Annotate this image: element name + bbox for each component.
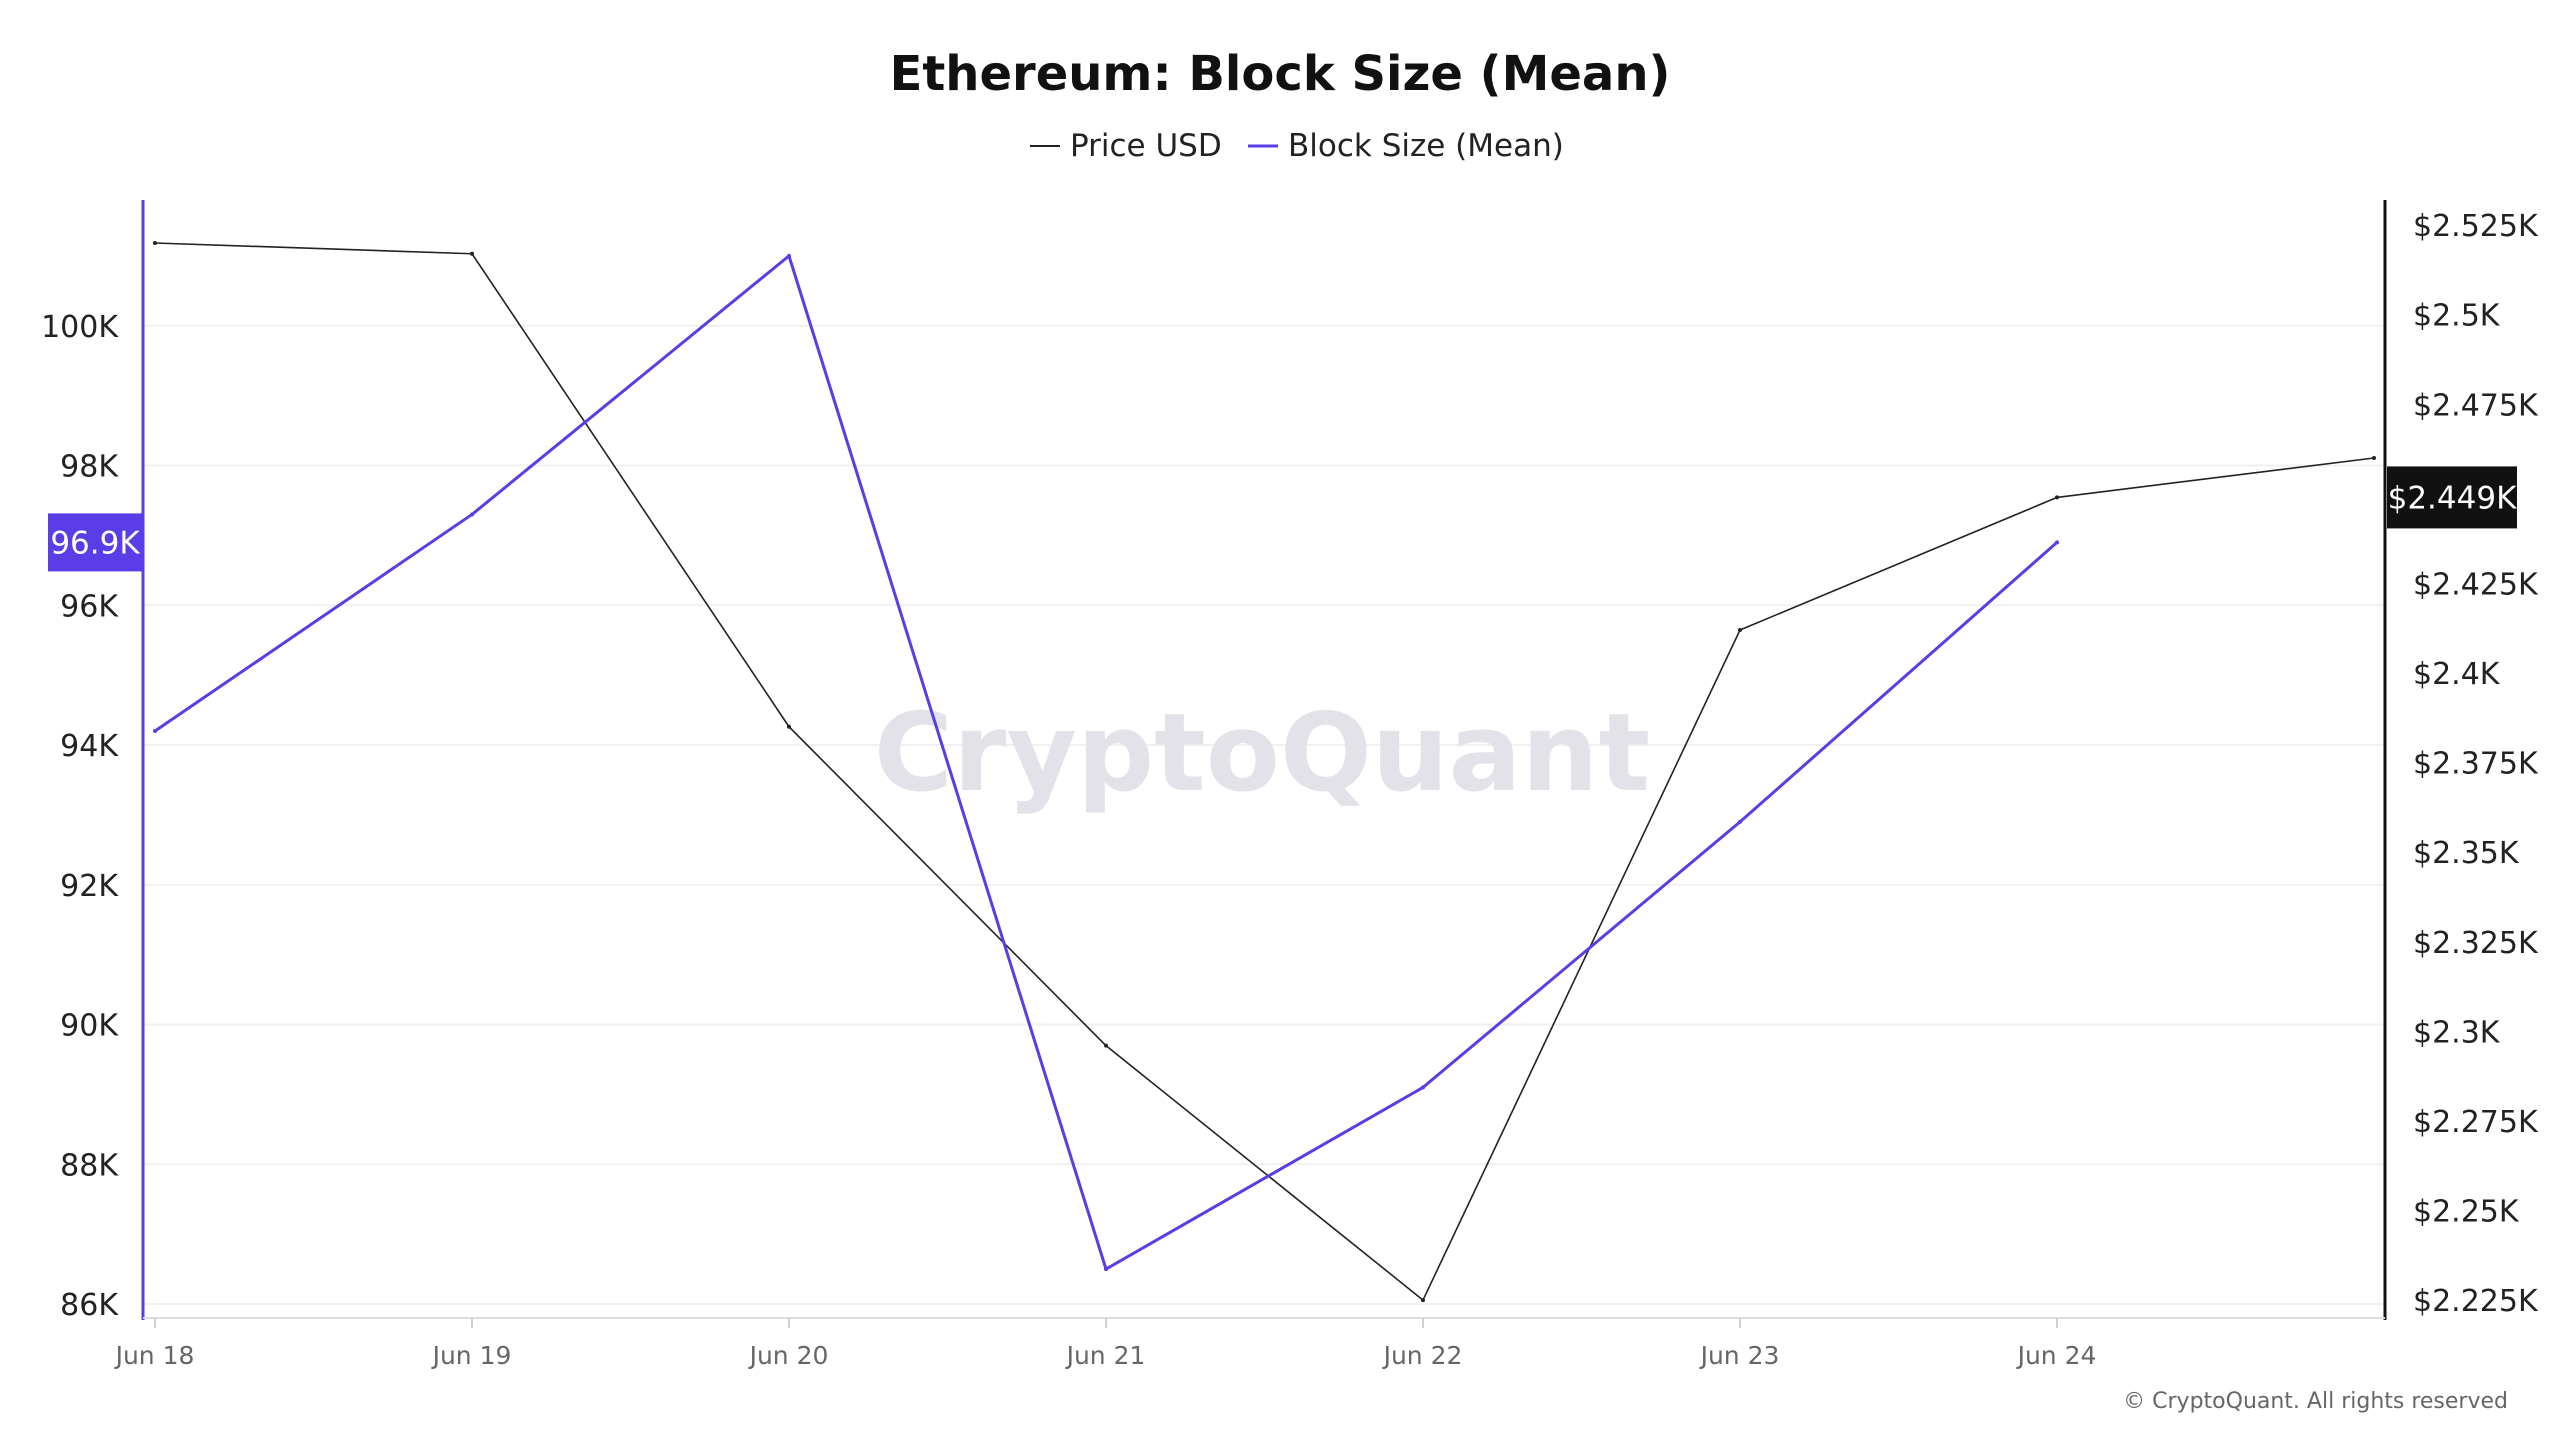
series-price-usd bbox=[153, 241, 2376, 1303]
block-size-point bbox=[1104, 1267, 1108, 1272]
left-tick-label: 86K bbox=[60, 1288, 119, 1323]
right-axis-ticks: $2.225K $2.25K $2.275K $2.3K $2.325K $2.35K $2… bbox=[2413, 209, 2539, 1319]
block-size-point bbox=[1738, 819, 1742, 824]
x-tick-label: Jun 24 bbox=[2016, 1341, 2097, 1370]
chart-title: Ethereum: Block Size (Mean) bbox=[890, 46, 1671, 102]
price-point bbox=[2055, 495, 2059, 500]
left-tick-label: 92K bbox=[60, 869, 119, 904]
price-point bbox=[2372, 456, 2376, 460]
x-tick-label: Jun 22 bbox=[1382, 1341, 1463, 1370]
x-tick-label: Jun 20 bbox=[748, 1341, 829, 1370]
value-badges: 96.9K $2.449K bbox=[48, 466, 2517, 572]
legend-item-price[interactable]: Price USD bbox=[1030, 128, 1222, 164]
block-size-point bbox=[2055, 540, 2059, 545]
right-tick-label: $2.225K bbox=[2413, 1284, 2539, 1319]
series-line bbox=[154, 242, 2375, 1301]
left-tick-label: 98K bbox=[60, 450, 119, 485]
legend-item-block-size[interactable]: Block Size (Mean) bbox=[1248, 128, 1564, 164]
x-tick-label: Jun 18 bbox=[114, 1341, 195, 1370]
left-tick-label: 100K bbox=[41, 310, 119, 345]
right-value-badge-label: $2.449K bbox=[2388, 480, 2517, 516]
right-tick-label: $2.375K bbox=[2413, 747, 2539, 782]
price-point bbox=[1738, 628, 1742, 632]
legend-label-block-size: Block Size (Mean) bbox=[1288, 128, 1564, 164]
left-tick-label: 88K bbox=[60, 1148, 119, 1183]
right-tick-label: $2.525K bbox=[2413, 209, 2539, 244]
x-tick-label: Jun 21 bbox=[1065, 1341, 1146, 1370]
legend: Price USD Block Size (Mean) bbox=[1030, 128, 1564, 164]
right-tick-label: $2.25K bbox=[2413, 1195, 2520, 1230]
block-size-point bbox=[470, 512, 474, 517]
copyright: © CryptoQuant. All rights reserved bbox=[2123, 1389, 2508, 1414]
price-point bbox=[470, 251, 474, 256]
price-point bbox=[787, 724, 791, 729]
left-value-badge bbox=[48, 513, 143, 572]
left-tick-label: 94K bbox=[60, 729, 119, 764]
x-tick-label: Jun 19 bbox=[431, 1341, 512, 1370]
grid bbox=[143, 324, 2385, 1306]
series-block-size bbox=[153, 253, 2059, 1272]
right-value-badge bbox=[2387, 466, 2517, 529]
left-tick-label: 96K bbox=[60, 589, 119, 624]
right-tick-label: $2.275K bbox=[2413, 1105, 2539, 1140]
right-tick-label: $2.3K bbox=[2413, 1015, 2501, 1050]
block-size-point bbox=[1421, 1085, 1425, 1090]
x-tick-label: Jun 23 bbox=[1699, 1341, 1780, 1370]
left-axis-ticks: 86K 88K 90K 92K 94K 96K 98K 100K bbox=[41, 310, 119, 1323]
x-axis-ticks: Jun 18 Jun 19 Jun 20 Jun 21 Jun 22 Jun 23 Jun … bbox=[114, 1318, 2097, 1370]
left-tick-label: 90K bbox=[60, 1009, 119, 1044]
right-tick-label: $2.5K bbox=[2413, 299, 2501, 334]
right-tick-label: $2.4K bbox=[2413, 657, 2501, 692]
right-tick-label: $2.35K bbox=[2413, 836, 2520, 871]
block-size-point bbox=[787, 253, 791, 258]
right-tick-label: $2.325K bbox=[2413, 926, 2539, 961]
block-size-point bbox=[153, 729, 157, 734]
right-tick-label: $2.425K bbox=[2413, 567, 2539, 602]
legend-label-price: Price USD bbox=[1070, 128, 1222, 164]
price-point bbox=[1421, 1298, 1425, 1303]
right-tick-label: $2.475K bbox=[2413, 388, 2539, 423]
price-point bbox=[1104, 1043, 1108, 1048]
watermark: CryptoQuant bbox=[874, 691, 1650, 816]
left-value-badge-label: 96.9K bbox=[50, 525, 140, 561]
axes bbox=[141, 200, 2387, 1320]
price-point bbox=[153, 241, 157, 245]
